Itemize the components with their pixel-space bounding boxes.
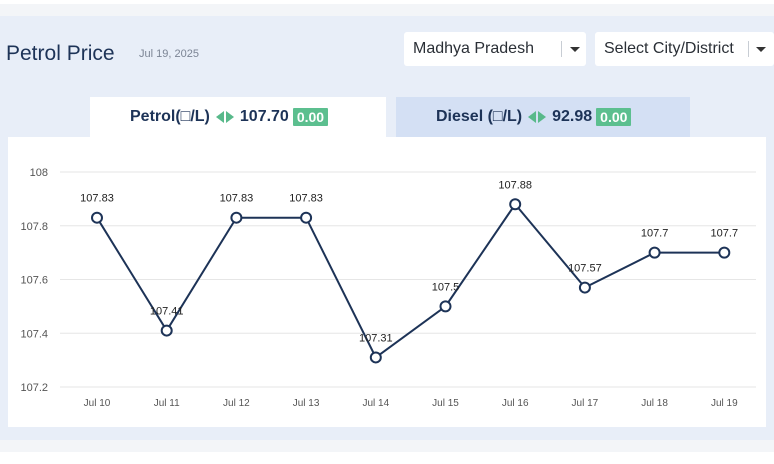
- x-tick-label: Jul 10: [84, 398, 111, 409]
- data-point: [578, 281, 591, 294]
- page-title: Petrol Price: [6, 42, 115, 65]
- x-tick-label: Jul 11: [154, 398, 180, 409]
- data-point: [300, 211, 313, 224]
- y-tick-label: 107.6: [20, 275, 48, 287]
- y-tick-label: 107.2: [20, 382, 48, 394]
- data-point: [160, 324, 173, 337]
- tab-petrol[interactable]: Petrol(□/L) 107.70 0.00: [90, 97, 386, 137]
- data-point: [91, 211, 103, 224]
- top-strip: [0, 0, 774, 4]
- y-tick-label: 107.4: [20, 328, 48, 340]
- x-tick-label: Jul 18: [641, 398, 668, 409]
- diesel-price: 92.98: [552, 108, 593, 125]
- x-tick-label: Jul 14: [362, 398, 389, 409]
- city-select[interactable]: Select City/District: [595, 32, 774, 66]
- x-tick-label: Jul 19: [711, 398, 738, 409]
- state-select-value: Madhya Pradesh: [413, 40, 534, 57]
- tab-petrol-label: Petrol(□/L): [130, 108, 210, 125]
- data-point: [509, 198, 522, 211]
- x-tick-label: Jul 17: [572, 398, 599, 409]
- diesel-change-badge: 0.00: [596, 108, 632, 126]
- x-tick-label: Jul 12: [223, 398, 250, 409]
- data-label: 107.83: [289, 193, 323, 205]
- data-label: 107.41: [150, 306, 184, 318]
- price-date: Jul 19, 2025: [139, 48, 199, 60]
- data-label: 107.83: [220, 193, 254, 205]
- chevron-down-icon[interactable]: [756, 47, 766, 52]
- data-label: 107.7: [641, 228, 669, 240]
- x-tick-label: Jul 16: [502, 398, 529, 409]
- data-point: [369, 351, 382, 364]
- price-change-arrows-icon: [215, 111, 234, 123]
- data-point: [439, 300, 452, 313]
- y-tick-label: 108: [30, 167, 48, 179]
- data-label: 107.31: [359, 332, 393, 344]
- state-select[interactable]: Madhya Pradesh: [404, 32, 586, 66]
- tab-diesel[interactable]: Diesel (□/L) 92.98 0.00: [396, 97, 690, 137]
- data-label: 107.5: [432, 281, 460, 293]
- city-select-placeholder: Select City/District: [604, 40, 734, 57]
- x-tick-label: Jul 13: [293, 398, 320, 409]
- petrol-price: 107.70: [239, 108, 289, 125]
- x-tick-label: Jul 15: [432, 398, 459, 409]
- chart-panel: 107.2 107.4 107.6 107.8 108 Jul 10 Jul 11 Jul 1…: [8, 137, 766, 427]
- select-divider: [561, 41, 562, 57]
- chevron-down-icon[interactable]: [570, 47, 580, 52]
- data-point: [718, 246, 731, 259]
- select-divider: [748, 41, 749, 57]
- bottom-strip: [0, 452, 774, 464]
- data-label: 107.7: [711, 228, 739, 240]
- data-label: 107.57: [568, 263, 602, 275]
- data-label: 107.88: [498, 179, 532, 191]
- data-point: [648, 246, 661, 259]
- price-line-chart: 107.2 107.4 107.6 107.8 108 Jul 10 Jul 11 Jul 1…: [20, 167, 756, 409]
- y-tick-label: 107.8: [20, 221, 48, 233]
- price-change-arrows-icon: [528, 111, 547, 123]
- series-line: [96, 202, 725, 359]
- tab-diesel-label: Diesel (□/L): [436, 108, 523, 125]
- data-label: 107.83: [80, 193, 114, 205]
- data-point: [230, 211, 243, 224]
- petrol-change-badge: 0.00: [292, 108, 329, 126]
